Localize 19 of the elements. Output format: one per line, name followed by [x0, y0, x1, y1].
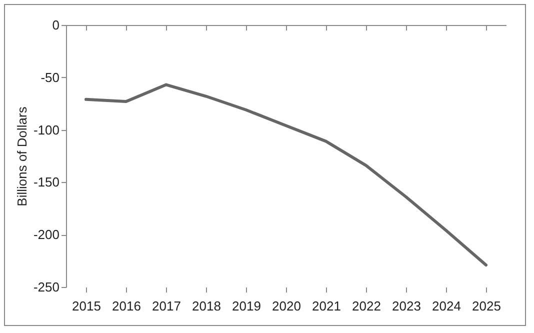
x-tick-label: 2015	[72, 298, 101, 314]
y-tick-label: -200	[33, 227, 60, 242]
x-tick-label: 2021	[312, 298, 341, 314]
y-tick-label: -100	[33, 122, 60, 138]
x-tick-label: 2020	[272, 298, 301, 314]
x-tick-label: 2024	[432, 298, 461, 314]
x-tick-label: 2016	[112, 298, 141, 314]
x-tick-label: 2018	[192, 298, 221, 314]
x-tick-label: 2019	[232, 298, 261, 314]
line-series	[84, 83, 488, 266]
y-tick-label: 0	[52, 18, 60, 32]
y-tick-label: -250	[33, 280, 60, 294]
y-tick-label: -50	[40, 70, 60, 85]
x-tick-label: 2023	[392, 298, 421, 314]
x-tick-label: 2025	[472, 298, 501, 314]
y-axis-title: Billions of Dollars	[14, 106, 30, 206]
x-tick-label: 2017	[152, 298, 181, 314]
x-tick-label: 2022	[352, 298, 381, 314]
y-tick-label: -150	[33, 174, 60, 190]
